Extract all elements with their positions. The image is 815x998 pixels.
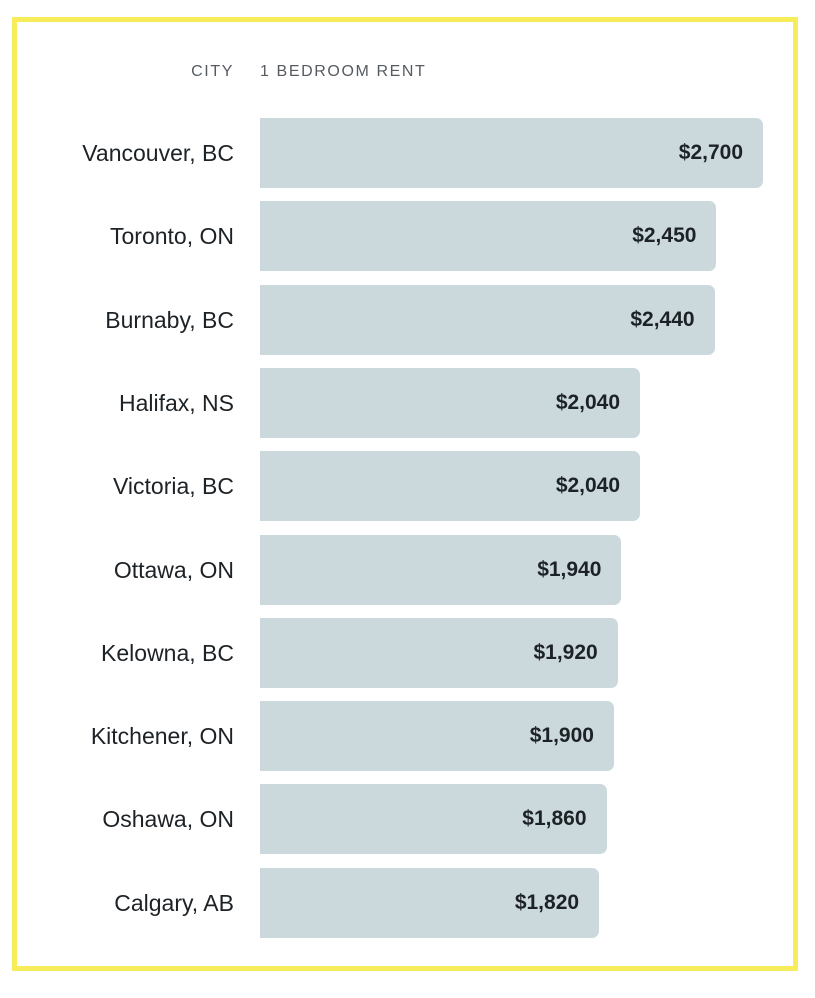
rent-bar [260,201,717,272]
value-column-header: 1 BEDROOM RENT [260,63,427,80]
city-label: Toronto, ON [110,223,234,250]
rent-value-label: $2,440 [630,307,695,331]
city-label: Kelowna, BC [101,639,234,666]
city-label: Vancouver, BC [82,140,234,166]
rent-bar [260,367,641,438]
rent-bar [260,867,600,938]
rent-value-label: $1,900 [529,724,594,748]
rent-value-label: $1,940 [537,557,602,581]
rent-value-label: $1,920 [533,640,598,664]
rent-value-label: $1,860 [522,807,587,831]
city-label: Burnaby, BC [105,306,234,333]
rent-bar [260,701,614,772]
category-column-header: CITY [191,63,234,80]
city-label: Halifax, NS [118,389,234,416]
city-label: Calgary, AB [114,889,234,916]
rent-value-label: $2,040 [555,474,621,498]
rent-value-label: $1,820 [514,890,580,914]
rent-bar [260,284,715,355]
rent-value-label: $2,700 [678,141,743,164]
rent-bar [260,784,607,855]
rent-bar [260,534,622,605]
rent-bar [260,118,763,188]
city-label: Ottawa, ON [113,556,234,583]
city-label: Victoria, BC [112,473,234,500]
rent-value-label: $2,040 [555,390,621,414]
city-label: Oshawa, ON [102,806,234,833]
rent-bar [260,451,641,522]
rent-bar [260,617,618,688]
city-label: Kitchener, ON [90,723,234,750]
rent-value-label: $2,450 [632,224,697,248]
